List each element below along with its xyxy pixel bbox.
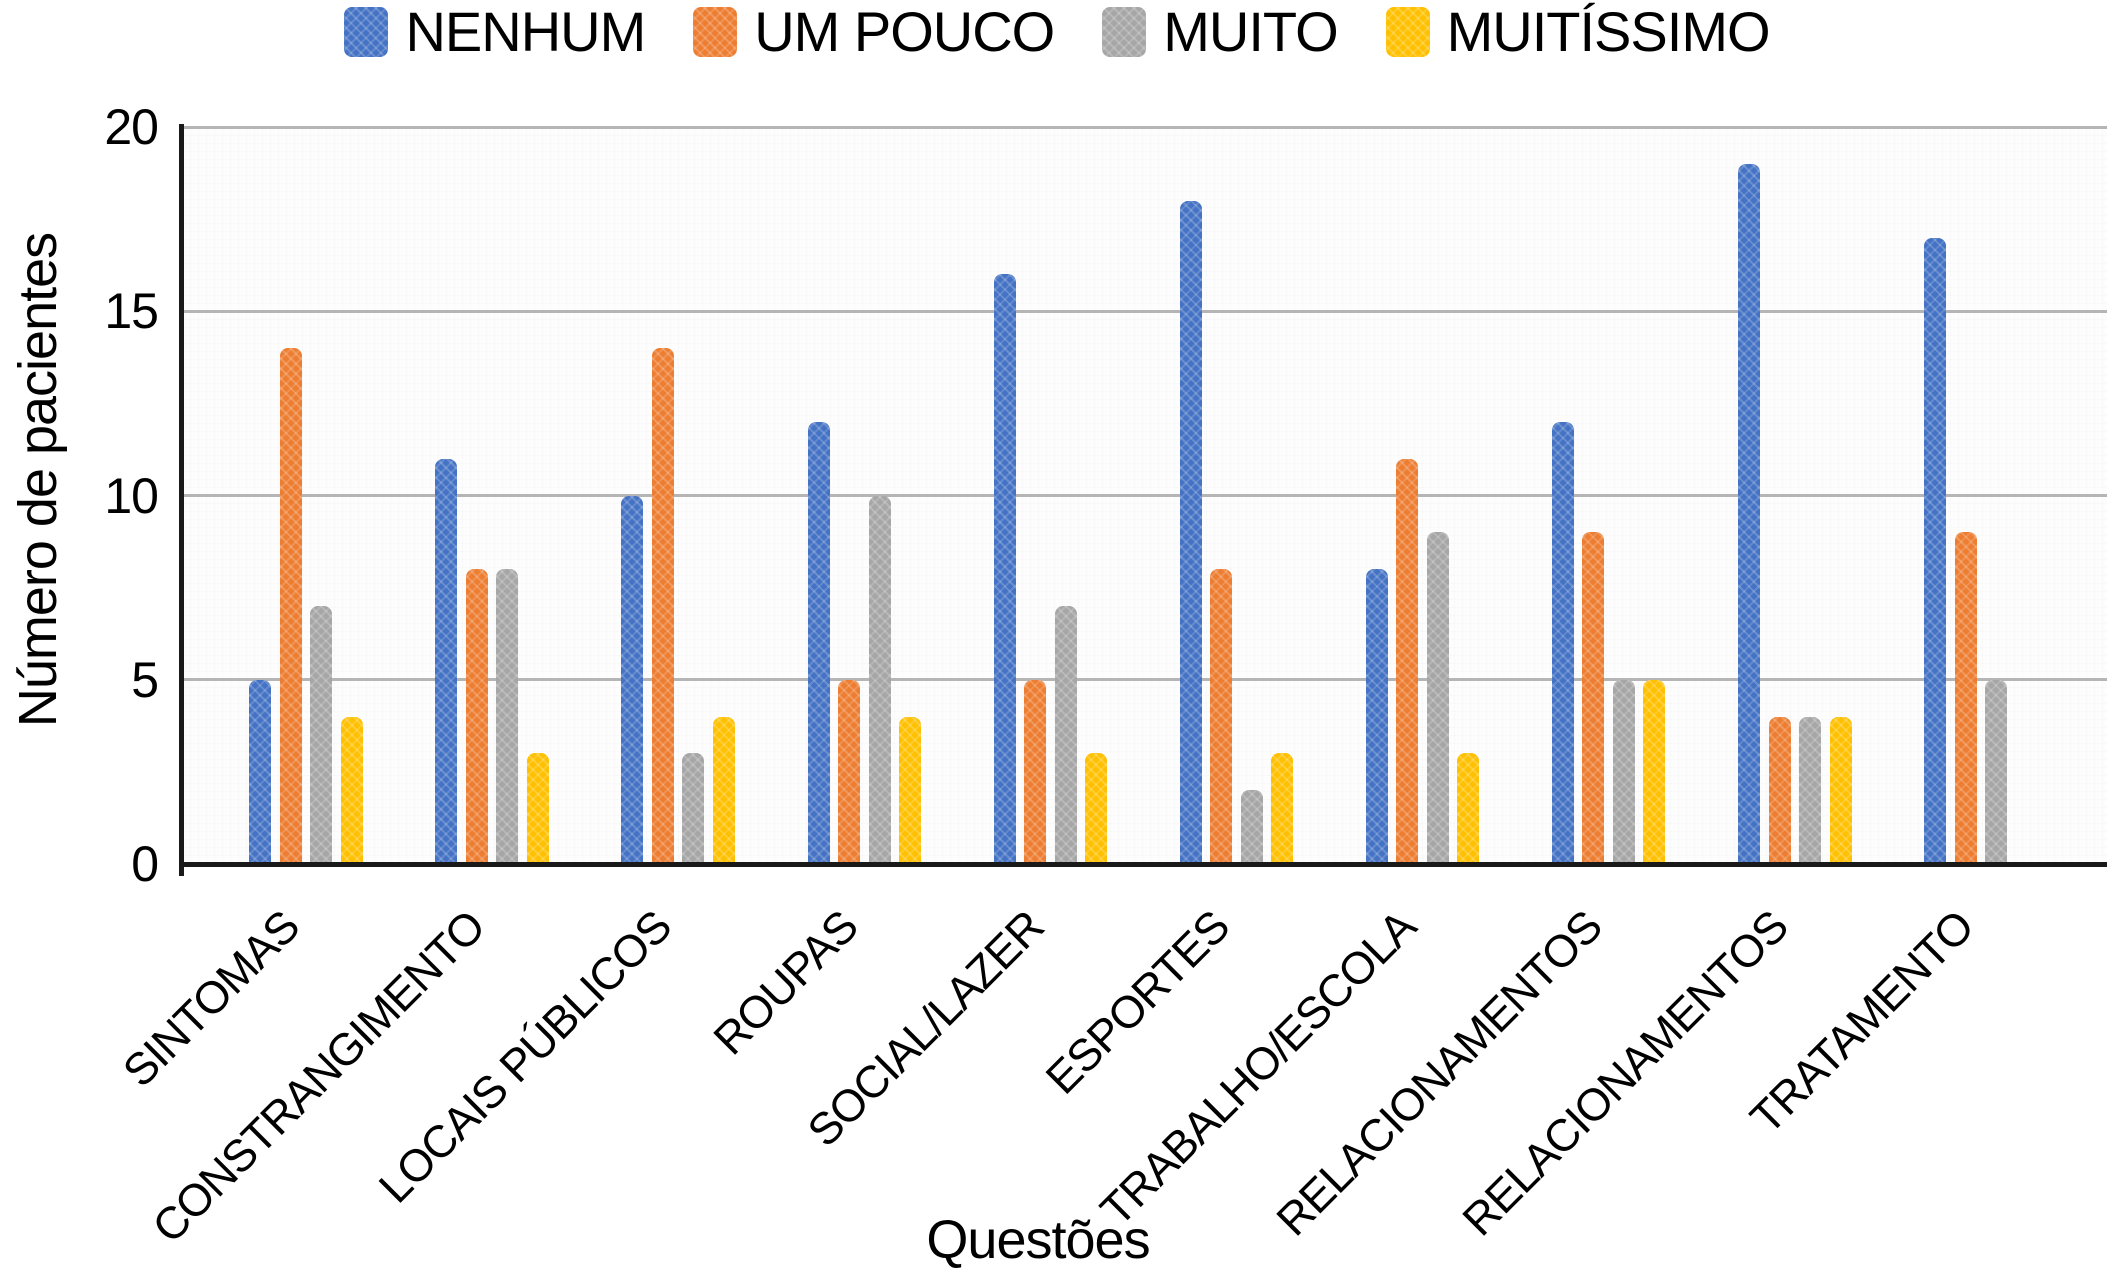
bar bbox=[838, 679, 861, 865]
bar bbox=[993, 274, 1016, 864]
x-category-label-text: CONSTRANGIMENTO bbox=[142, 900, 495, 1253]
bar bbox=[621, 495, 644, 864]
x-category-label-text: RELACIONAMENTOS bbox=[1266, 900, 1612, 1246]
bar bbox=[1179, 200, 1202, 865]
x-axis-title: Questões bbox=[926, 1210, 1150, 1270]
bar bbox=[1365, 569, 1388, 864]
legend-label: NENHUM bbox=[405, 0, 646, 63]
legend-swatch-nenhum bbox=[344, 7, 389, 57]
bar bbox=[1768, 716, 1791, 865]
bar bbox=[249, 679, 272, 865]
legend-swatch-muito bbox=[1102, 7, 1147, 57]
legend-item: NENHUM bbox=[344, 0, 646, 63]
legend-swatch-muit-ssimo bbox=[1385, 7, 1430, 57]
bar bbox=[1643, 679, 1666, 865]
x-category-label-text: SINTOMAS bbox=[112, 900, 309, 1097]
bar bbox=[435, 458, 458, 865]
legend-swatch-um-pouco bbox=[693, 7, 738, 57]
y-axis-line bbox=[179, 124, 184, 876]
bar bbox=[465, 569, 488, 864]
bar bbox=[899, 716, 922, 865]
gridline-10 bbox=[182, 494, 2107, 497]
bar bbox=[1054, 606, 1077, 864]
bar bbox=[1829, 716, 1852, 865]
bar bbox=[651, 348, 674, 864]
x-category-label-text: RELACIONAMENTOS bbox=[1452, 900, 1798, 1246]
bar bbox=[310, 606, 333, 864]
bar bbox=[1426, 532, 1449, 864]
bar bbox=[1738, 163, 1761, 865]
gridline-20 bbox=[182, 125, 2107, 129]
legend-item: MUITO bbox=[1102, 0, 1339, 63]
bar bbox=[1954, 532, 1977, 864]
y-tick-label: 0 bbox=[131, 836, 159, 892]
bar bbox=[1985, 679, 2008, 865]
bar bbox=[1551, 421, 1574, 865]
bar bbox=[1210, 569, 1233, 864]
legend: NENHUM UM POUCO MUITO MUITÍSSIMO bbox=[0, 2, 2114, 62]
gridline-15 bbox=[182, 309, 2107, 313]
y-tick-label: 10 bbox=[104, 467, 159, 524]
bar bbox=[807, 421, 830, 865]
bar bbox=[340, 716, 363, 865]
bar bbox=[1396, 458, 1419, 865]
legend-item: UM POUCO bbox=[693, 0, 1055, 63]
bar bbox=[1612, 679, 1635, 865]
bar bbox=[1457, 753, 1480, 864]
bar bbox=[1799, 716, 1822, 865]
bar bbox=[682, 753, 705, 864]
bar bbox=[1924, 237, 1947, 865]
y-tick-label: 15 bbox=[104, 283, 159, 340]
bar bbox=[868, 495, 891, 864]
legend-item: MUITÍSSIMO bbox=[1385, 0, 1771, 63]
bar bbox=[526, 753, 549, 864]
bar bbox=[1582, 532, 1605, 864]
legend-label: UM POUCO bbox=[754, 0, 1055, 63]
y-tick-label: 20 bbox=[104, 99, 159, 155]
y-tick-label: 5 bbox=[131, 651, 159, 708]
bar bbox=[1085, 753, 1108, 864]
legend-label: MUITO bbox=[1163, 0, 1338, 63]
y-axis-title: Número de pacientes bbox=[8, 232, 68, 728]
x-category-label-text: TRABALHO/ESCOLA bbox=[1090, 900, 1426, 1236]
x-category-label-text: ROUPAS bbox=[703, 900, 867, 1065]
bar bbox=[1240, 790, 1263, 864]
bar bbox=[712, 716, 735, 865]
gridline-5 bbox=[182, 678, 2107, 682]
bar bbox=[1271, 753, 1294, 864]
x-category-label-text: ESPORTES bbox=[1036, 900, 1240, 1104]
bar bbox=[496, 569, 519, 864]
legend-label: MUITÍSSIMO bbox=[1446, 0, 1771, 63]
x-axis-line bbox=[179, 862, 2107, 867]
bar bbox=[279, 348, 302, 864]
bar bbox=[1024, 679, 1047, 865]
